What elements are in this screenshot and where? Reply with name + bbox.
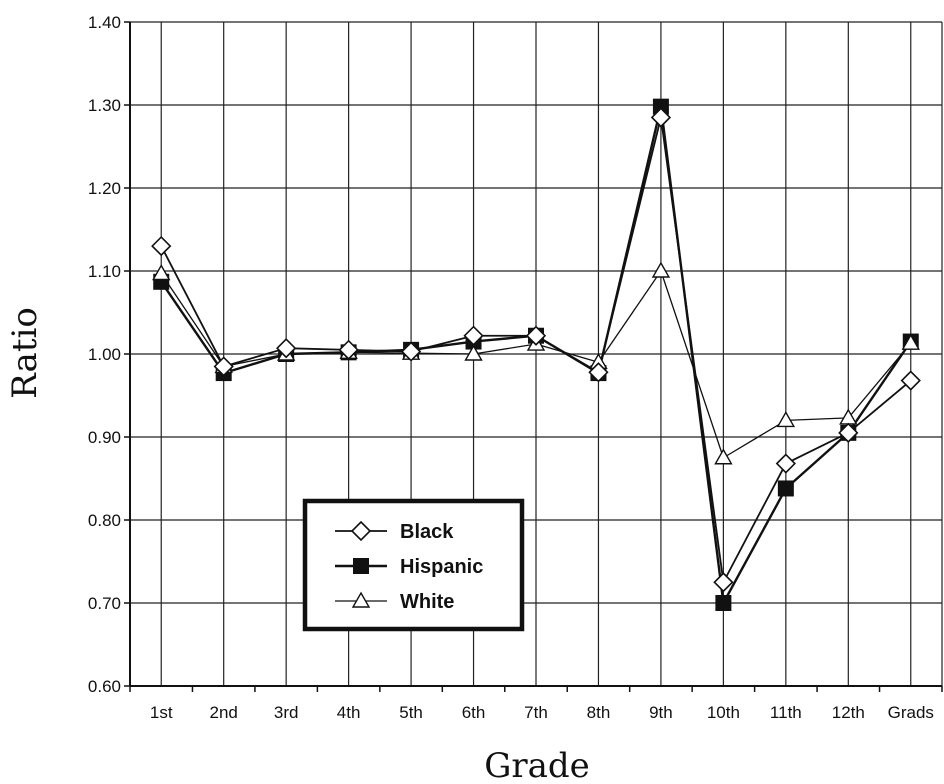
y-tick-label: 1.10 [88, 262, 121, 281]
data-point-hispanic [715, 595, 732, 611]
x-tick-label: 11th [770, 703, 802, 722]
data-point-white [714, 448, 733, 465]
x-tick-label: Grads [888, 703, 934, 722]
y-tick-label: 0.60 [88, 677, 121, 696]
x-tick-label: 7th [524, 703, 548, 722]
x-tick-label: 1st [150, 703, 173, 722]
data-point-black [775, 453, 796, 474]
legend-marker-hispanic [353, 558, 369, 574]
y-tick-label: 0.70 [88, 594, 121, 613]
x-tick-label: 2nd [210, 703, 238, 722]
data-point-white [901, 333, 920, 350]
data-point-black [463, 325, 484, 346]
data-point-hispanic [777, 480, 794, 497]
data-point-white [464, 344, 483, 361]
data-point-black [588, 362, 609, 383]
x-tick-label: 5th [399, 703, 423, 722]
x-tick-label: 12th [832, 703, 865, 722]
grid [130, 21, 943, 686]
data-point-black [213, 356, 234, 377]
legend: Black Hispanic White [302, 498, 525, 632]
axes: 0.60 0.70 0.80 0.90 1.00 1.10 1.20 1.30 1.40 1st 2… [88, 13, 943, 722]
data-point-white [152, 264, 171, 281]
legend-marker-black [350, 520, 372, 542]
data-point-white [776, 410, 796, 428]
x-tick-label: 8th [587, 703, 611, 722]
x-tick-label: 4th [337, 703, 361, 722]
y-tick-label: 0.80 [88, 511, 121, 530]
data-point-black [713, 572, 734, 593]
data-point-black [900, 370, 921, 391]
y-tick-label: 1.40 [88, 13, 121, 32]
x-tick-label: 9th [649, 703, 673, 722]
x-axis-title: Grade [484, 746, 590, 784]
data-point-black [838, 422, 859, 443]
legend-marker-white [351, 591, 371, 608]
data-point-black [400, 341, 422, 362]
y-axis-title: Ratio [5, 307, 45, 399]
data-point-black [650, 107, 672, 128]
legend-label-white: White [400, 591, 454, 613]
data-point-black [338, 339, 359, 360]
data-point-black [276, 338, 297, 359]
data-point-black [151, 235, 172, 257]
y-tick-label: 0.90 [88, 428, 121, 447]
data-point-black [525, 325, 547, 346]
y-tick-label: 1.20 [88, 179, 121, 198]
x-tick-label: 3rd [274, 703, 299, 722]
series-layer [151, 98, 921, 611]
legend-label-hispanic: Hispanic [400, 556, 483, 578]
data-point-white [651, 261, 671, 278]
y-tick-label: 1.30 [88, 96, 121, 115]
y-tick-label: 1.00 [88, 345, 121, 364]
legend-label-black: Black [400, 521, 454, 543]
x-tick-label: 10th [707, 703, 740, 722]
x-tick-label: 6th [462, 703, 486, 722]
